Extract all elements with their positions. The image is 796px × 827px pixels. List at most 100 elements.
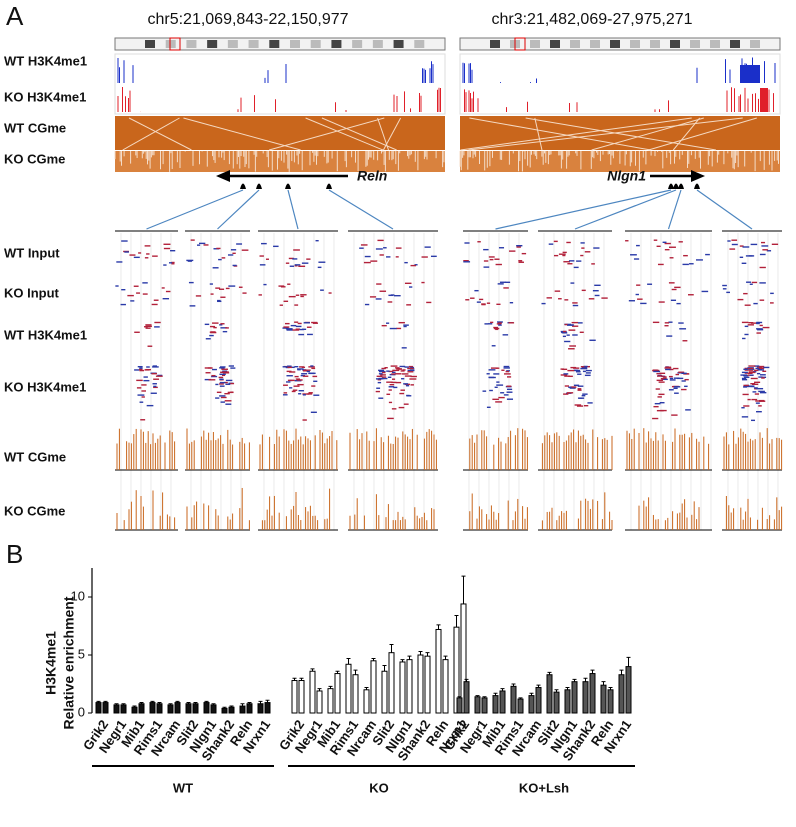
error-bar	[382, 664, 387, 672]
site-marker	[240, 183, 246, 189]
bar	[456, 697, 463, 714]
panel-label: A	[6, 1, 24, 31]
bar	[607, 689, 614, 714]
bar	[625, 666, 632, 714]
bar	[264, 702, 271, 714]
ideogram-band	[490, 40, 500, 48]
ideogram-band	[290, 40, 300, 48]
signal-block	[740, 65, 760, 83]
error-bar	[222, 706, 227, 709]
error-bar	[265, 699, 270, 703]
zoom-connector	[495, 189, 672, 230]
error-bar	[554, 689, 559, 693]
bar	[424, 655, 431, 714]
error-bar	[247, 702, 252, 704]
bar	[474, 696, 481, 714]
error-bar	[475, 695, 480, 697]
error-bar	[328, 685, 333, 689]
group-label: KO+Lsh	[519, 780, 569, 795]
bar	[618, 674, 625, 714]
error-bar	[371, 657, 376, 661]
track-frame	[114, 53, 446, 115]
bar	[406, 659, 413, 714]
cgme-gap	[122, 117, 180, 151]
zoom-connector	[696, 189, 753, 230]
ideogram-band	[570, 40, 580, 48]
bar	[156, 703, 163, 714]
cgme-gap	[382, 117, 402, 151]
ideogram-highlight	[514, 37, 526, 51]
bar	[399, 661, 406, 714]
bar	[102, 702, 109, 714]
error-bar	[96, 700, 101, 703]
error-bar	[464, 678, 469, 682]
ideogram-band	[372, 40, 383, 48]
cgme-gap	[305, 117, 384, 151]
gene-name: Nlgn1	[607, 168, 646, 184]
site-marker	[673, 183, 679, 189]
error-bar	[346, 657, 351, 665]
ideogram-band	[352, 40, 363, 48]
bar	[564, 689, 571, 714]
error-bar	[500, 688, 505, 691]
error-bar	[186, 702, 191, 704]
bar	[167, 704, 174, 714]
bar	[463, 681, 470, 714]
error-bar	[211, 703, 216, 705]
gene-name: Reln	[357, 168, 387, 184]
error-bar	[292, 677, 297, 681]
cgme-gap	[460, 117, 692, 151]
bar	[149, 702, 156, 714]
error-bar	[103, 700, 108, 703]
group-label: KO	[369, 780, 389, 795]
ideogram-band	[750, 40, 760, 48]
bar	[381, 670, 388, 714]
bar	[309, 670, 316, 714]
bar	[239, 705, 246, 714]
cgme-gap	[591, 117, 704, 151]
site-marker	[678, 183, 684, 189]
ideogram-band	[331, 40, 342, 48]
error-bar	[353, 669, 358, 675]
ideogram-band	[670, 40, 680, 48]
site-marker	[668, 183, 674, 189]
site-marker	[256, 183, 262, 189]
ideogram-band	[165, 40, 176, 48]
error-bar	[619, 669, 624, 675]
bar	[174, 702, 181, 714]
track-label: WT Input	[4, 245, 60, 260]
error-bar	[407, 655, 412, 660]
cgme-gap	[525, 117, 717, 151]
track-label: WT CGme	[4, 449, 66, 464]
y-tick-label: 0	[78, 704, 85, 719]
cgme-gap	[183, 117, 301, 151]
error-bar	[565, 686, 570, 690]
signal-block	[760, 88, 768, 112]
ideogram-band	[530, 40, 540, 48]
ideogram-band	[610, 40, 620, 48]
error-bar	[529, 692, 534, 696]
ideogram-band	[550, 40, 560, 48]
ideogram-band	[590, 40, 600, 48]
track-label: KO CGme	[4, 151, 65, 166]
error-bar	[204, 700, 209, 703]
y-tick-label: 10	[71, 588, 85, 603]
bar	[600, 684, 607, 714]
arrow-head	[691, 170, 705, 182]
error-bar	[461, 575, 466, 604]
bar	[95, 702, 102, 714]
error-bar	[601, 681, 606, 686]
error-bar	[454, 615, 459, 628]
bar	[363, 689, 370, 714]
bar	[291, 680, 298, 714]
zoom-connector	[667, 189, 682, 230]
bar	[499, 690, 506, 714]
bar	[481, 697, 488, 714]
ideogram-band	[227, 40, 238, 48]
error-bar	[229, 705, 234, 708]
ideogram-band	[690, 40, 700, 48]
bar	[185, 703, 192, 714]
bar	[138, 703, 145, 714]
site-marker	[326, 183, 332, 189]
